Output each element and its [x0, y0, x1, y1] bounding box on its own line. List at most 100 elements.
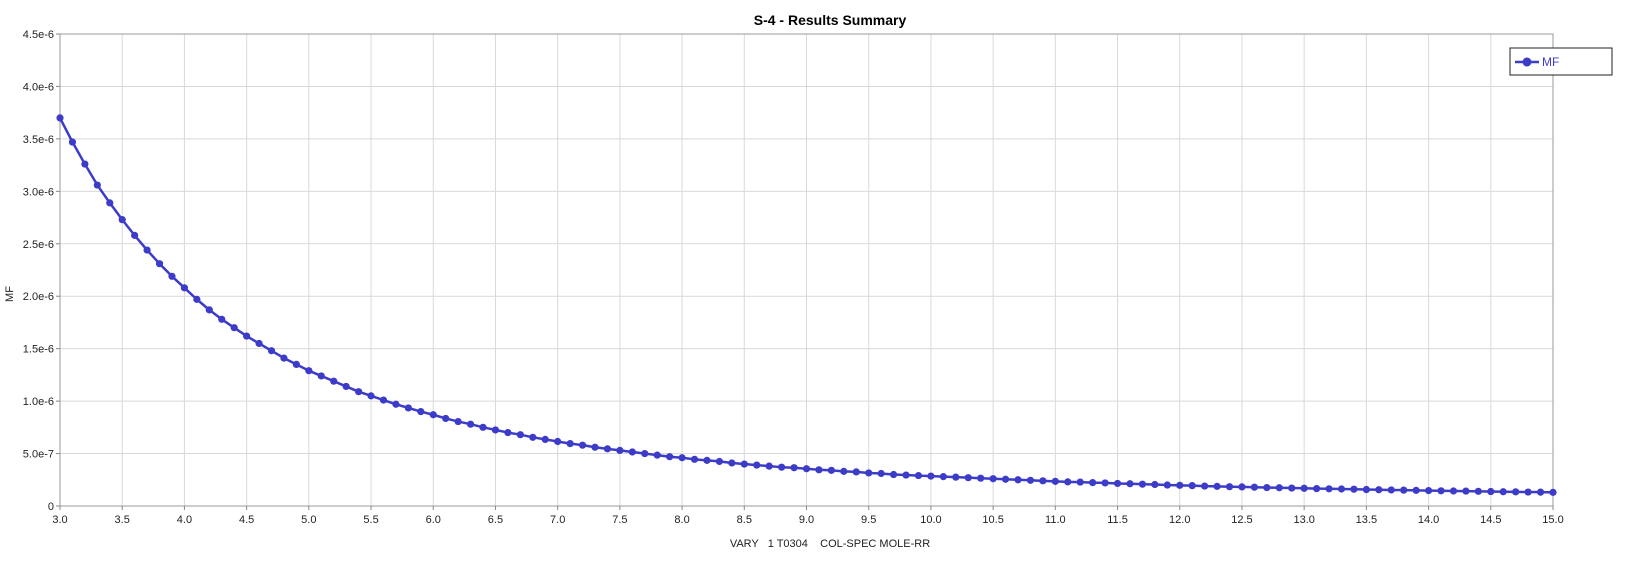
- data-point[interactable]: [255, 339, 263, 348]
- data-point[interactable]: [1064, 478, 1072, 486]
- data-point[interactable]: [1288, 484, 1296, 492]
- data-point[interactable]: [877, 469, 885, 478]
- data-point[interactable]: [1524, 488, 1532, 496]
- data-point[interactable]: [317, 372, 325, 380]
- data-point[interactable]: [690, 455, 699, 463]
- data-point[interactable]: [603, 445, 612, 453]
- data-point[interactable]: [1400, 486, 1408, 494]
- data-point[interactable]: [939, 473, 947, 481]
- data-point[interactable]: [305, 367, 313, 375]
- data-point[interactable]: [1039, 477, 1047, 485]
- data-point[interactable]: [964, 474, 972, 482]
- data-point[interactable]: [93, 181, 101, 189]
- data-point[interactable]: [1001, 475, 1010, 483]
- data-point[interactable]: [131, 231, 139, 239]
- data-point[interactable]: [666, 453, 674, 461]
- data-point[interactable]: [1138, 480, 1147, 488]
- data-point[interactable]: [218, 315, 226, 323]
- data-point[interactable]: [628, 448, 636, 456]
- data-point[interactable]: [68, 138, 77, 146]
- data-point[interactable]: [740, 460, 748, 468]
- data-point[interactable]: [703, 456, 711, 464]
- data-point[interactable]: [1487, 487, 1495, 496]
- data-point[interactable]: [417, 408, 425, 416]
- data-point[interactable]: [1238, 483, 1246, 491]
- data-point[interactable]: [1462, 487, 1470, 495]
- data-point[interactable]: [516, 431, 524, 439]
- data-point[interactable]: [541, 435, 549, 443]
- data-point[interactable]: [367, 392, 375, 400]
- data-point[interactable]: [1076, 478, 1084, 486]
- data-point[interactable]: [404, 404, 412, 412]
- data-point[interactable]: [479, 423, 487, 431]
- data-point[interactable]: [1313, 484, 1321, 493]
- data-point[interactable]: [1089, 479, 1097, 487]
- data-point[interactable]: [765, 462, 773, 470]
- data-point[interactable]: [1263, 483, 1271, 492]
- data-point[interactable]: [1250, 483, 1258, 491]
- data-point[interactable]: [267, 347, 276, 355]
- data-point[interactable]: [802, 465, 811, 473]
- data-point[interactable]: [118, 216, 126, 224]
- data-point[interactable]: [330, 377, 338, 385]
- data-point[interactable]: [1026, 476, 1035, 484]
- data-point[interactable]: [280, 354, 288, 362]
- data-point[interactable]: [1176, 481, 1184, 489]
- data-point[interactable]: [1536, 488, 1545, 496]
- data-point[interactable]: [1350, 485, 1358, 493]
- data-point[interactable]: [243, 332, 251, 340]
- data-point[interactable]: [1101, 479, 1109, 487]
- data-point[interactable]: [454, 417, 462, 426]
- data-point[interactable]: [889, 470, 898, 479]
- data-point[interactable]: [578, 441, 587, 449]
- legend[interactable]: MF: [1509, 47, 1613, 76]
- data-point[interactable]: [977, 474, 985, 482]
- data-point[interactable]: [1213, 482, 1221, 490]
- data-point[interactable]: [1549, 488, 1557, 496]
- data-point[interactable]: [827, 466, 835, 474]
- data-point[interactable]: [1151, 480, 1159, 489]
- data-point[interactable]: [292, 360, 300, 368]
- data-point[interactable]: [392, 400, 400, 408]
- data-point[interactable]: [466, 420, 475, 428]
- data-point[interactable]: [1275, 484, 1283, 492]
- data-point[interactable]: [927, 472, 935, 480]
- data-point[interactable]: [355, 388, 363, 396]
- data-point[interactable]: [1201, 482, 1209, 490]
- data-point[interactable]: [168, 272, 176, 280]
- data-point[interactable]: [342, 382, 350, 391]
- data-point[interactable]: [379, 396, 388, 404]
- data-point[interactable]: [1014, 476, 1022, 484]
- data-point[interactable]: [653, 451, 661, 459]
- data-point[interactable]: [491, 426, 500, 434]
- data-point[interactable]: [865, 469, 873, 477]
- data-point[interactable]: [504, 428, 512, 437]
- data-point[interactable]: [1188, 482, 1196, 490]
- data-point[interactable]: [1113, 479, 1122, 488]
- data-point[interactable]: [952, 473, 960, 481]
- data-point[interactable]: [1437, 487, 1445, 495]
- data-point[interactable]: [641, 449, 649, 458]
- data-point[interactable]: [566, 439, 574, 448]
- data-point[interactable]: [1424, 486, 1433, 495]
- data-point[interactable]: [554, 437, 562, 446]
- data-point[interactable]: [790, 464, 798, 472]
- data-point[interactable]: [815, 466, 823, 474]
- data-point[interactable]: [989, 475, 997, 483]
- data-point[interactable]: [591, 443, 599, 451]
- data-point[interactable]: [1499, 488, 1507, 496]
- data-point[interactable]: [442, 414, 450, 423]
- data-point[interactable]: [1387, 486, 1395, 494]
- data-point[interactable]: [1512, 488, 1520, 496]
- data-point[interactable]: [1375, 486, 1383, 494]
- data-point[interactable]: [429, 411, 437, 419]
- data-point[interactable]: [1362, 485, 1370, 494]
- data-point[interactable]: [914, 471, 923, 480]
- data-point[interactable]: [1163, 481, 1171, 489]
- data-point[interactable]: [1051, 477, 1059, 485]
- data-point[interactable]: [1474, 487, 1482, 495]
- data-point[interactable]: [143, 246, 151, 254]
- data-point[interactable]: [778, 463, 786, 471]
- data-point[interactable]: [715, 457, 724, 466]
- data-point[interactable]: [1337, 485, 1346, 493]
